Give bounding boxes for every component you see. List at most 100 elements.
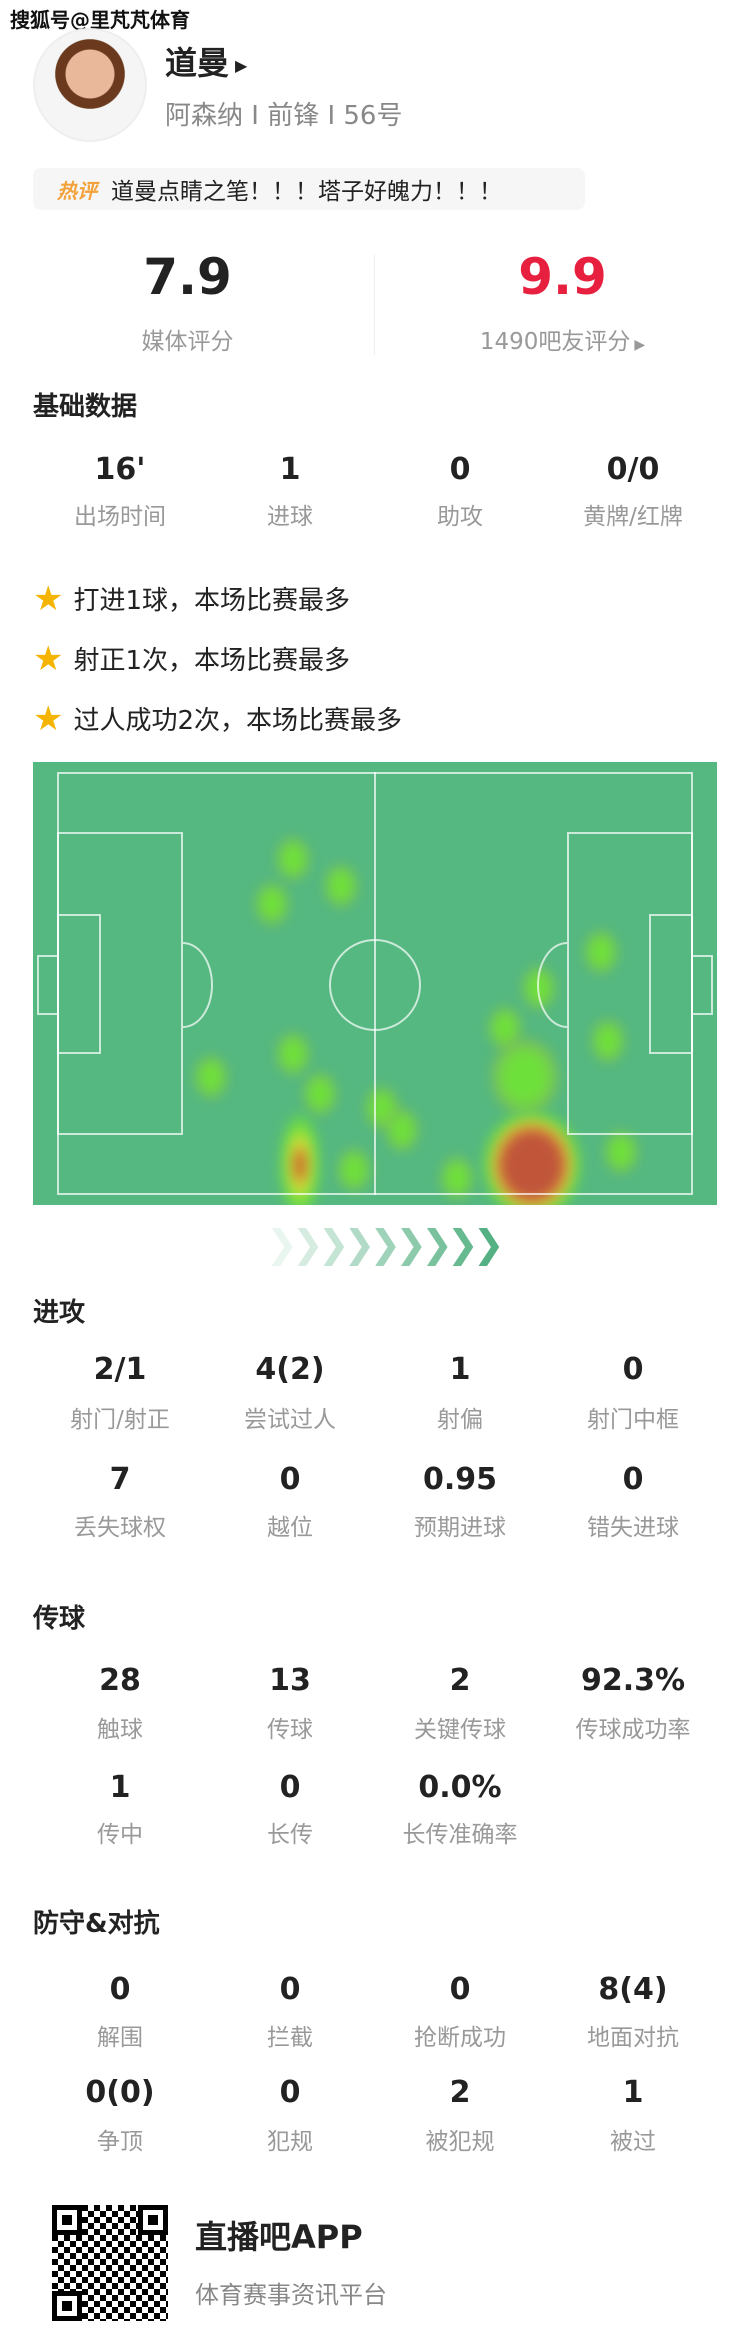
stat-value: 2 bbox=[449, 2075, 471, 2110]
section-title-basic: 基础数据 bbox=[33, 392, 138, 422]
stat-value: 8(4) bbox=[598, 1972, 668, 2007]
fan-rating-link[interactable]: 1490吧友评分 ▶ bbox=[375, 322, 750, 356]
stat-label: 射偏 bbox=[437, 1407, 483, 1433]
heatmap-blob bbox=[490, 1036, 561, 1117]
media-score: 7.9 bbox=[143, 248, 232, 306]
stat-label: 传球成功率 bbox=[575, 1717, 691, 1743]
heatmap-blob bbox=[590, 1019, 625, 1064]
stat-label: 关键传球 bbox=[414, 1717, 506, 1743]
stat-value: 0/0 bbox=[606, 452, 660, 487]
fan-score-label: 1490吧友评分 bbox=[479, 329, 631, 355]
section-title-passing: 传球 bbox=[33, 1604, 86, 1634]
stat-value: 0(0) bbox=[85, 2075, 155, 2110]
qr-code bbox=[52, 2205, 168, 2321]
chevron-right-icon: ❯ bbox=[317, 1222, 350, 1266]
left-goal bbox=[37, 955, 59, 1015]
stat-label: 预期进球 bbox=[414, 1515, 506, 1541]
stat-value: 1 bbox=[109, 1770, 131, 1805]
highlight-item: ★ 打进1球，本场比赛最多 bbox=[33, 578, 351, 619]
stat-value: 13 bbox=[269, 1663, 311, 1698]
heatmap-blob bbox=[583, 930, 618, 975]
stat-label: 触球 bbox=[97, 1717, 143, 1743]
star-icon: ★ bbox=[33, 578, 64, 619]
stat-value: 0 bbox=[449, 452, 471, 487]
heatmap-blob bbox=[193, 1054, 228, 1099]
heatmap-blob bbox=[255, 881, 290, 926]
heatmap-blob bbox=[482, 1110, 583, 1205]
stat-label: 地面对抗 bbox=[587, 2025, 679, 2051]
player-avatar[interactable] bbox=[33, 28, 147, 142]
media-score-label: 媒体评分 bbox=[141, 329, 234, 355]
stat-label: 被犯规 bbox=[425, 2129, 495, 2155]
stat-value: 1 bbox=[449, 1352, 471, 1387]
stat-value: 7 bbox=[109, 1462, 131, 1497]
hot-comment-tag: 热评 bbox=[57, 178, 97, 203]
stat-label: 越位 bbox=[267, 1515, 313, 1541]
right-goal-box bbox=[649, 914, 693, 1054]
chevron-right-icon: ❯ bbox=[421, 1222, 453, 1266]
section-title-defense: 防守&对抗 bbox=[33, 1909, 160, 1939]
right-goal bbox=[691, 955, 713, 1015]
attack-direction-arrows: ❯ ❯ ❯ ❯ ❯ ❯ ❯ ❯ ❯ bbox=[266, 1222, 505, 1266]
heatmap-blob bbox=[385, 1107, 420, 1152]
stat-label: 传中 bbox=[97, 1822, 143, 1848]
stat-value: 4(2) bbox=[255, 1352, 325, 1387]
chevron-right-icon: ❯ bbox=[266, 1222, 298, 1266]
heatmap-blob bbox=[277, 1110, 322, 1205]
divider bbox=[374, 255, 375, 355]
heatmap-blob bbox=[323, 864, 358, 909]
stat-value: 0.95 bbox=[422, 1462, 498, 1497]
chevron-right-icon: ❯ bbox=[472, 1222, 505, 1266]
fan-score: 9.9 bbox=[518, 248, 607, 306]
stat-label: 被过 bbox=[610, 2129, 656, 2155]
stat-label: 错失进球 bbox=[587, 1515, 679, 1541]
stat-label: 进球 bbox=[267, 504, 313, 530]
player-name-link[interactable]: 道曼 ▶ bbox=[165, 38, 247, 84]
player-subtitle: 阿森纳 I 前锋 I 56号 bbox=[165, 101, 403, 131]
chevron-right-icon: ❯ bbox=[446, 1222, 479, 1266]
stat-value: 0.0% bbox=[418, 1770, 502, 1805]
triangle-right-icon: ▶ bbox=[634, 337, 646, 353]
stat-label: 黄牌/红牌 bbox=[583, 504, 683, 530]
stat-label: 出场时间 bbox=[74, 504, 166, 530]
hot-comment[interactable]: 热评 道曼点睛之笔！！！塔子好魄力！！！ bbox=[33, 168, 585, 210]
stat-value: 0 bbox=[279, 1462, 301, 1497]
stat-label: 争顶 bbox=[97, 2129, 143, 2155]
stat-value: 0 bbox=[622, 1462, 644, 1497]
chevron-right-icon: ❯ bbox=[343, 1222, 376, 1266]
stat-value: 0 bbox=[279, 2075, 301, 2110]
hot-comment-text: 道曼点睛之笔！！！塔子好魄力！！！ bbox=[111, 179, 502, 205]
star-icon: ★ bbox=[33, 698, 64, 739]
center-circle bbox=[329, 939, 421, 1031]
stat-label: 解围 bbox=[97, 2025, 143, 2051]
stat-label: 长传 bbox=[267, 1822, 313, 1848]
stat-label: 传球 bbox=[267, 1717, 313, 1743]
heatmap-blob bbox=[604, 1129, 639, 1174]
stat-label: 犯规 bbox=[267, 2129, 313, 2155]
heatmap-blob bbox=[275, 837, 310, 882]
stat-value: 1 bbox=[279, 452, 301, 487]
stat-value: 0 bbox=[279, 1972, 301, 2007]
heatmap-blob bbox=[337, 1147, 372, 1192]
chevron-right-icon: ❯ bbox=[369, 1222, 402, 1266]
highlight-item: ★ 射正1次，本场比赛最多 bbox=[33, 638, 351, 679]
stat-value: 0 bbox=[279, 1770, 301, 1805]
section-title-attack: 进攻 bbox=[33, 1298, 86, 1328]
star-icon: ★ bbox=[33, 638, 64, 679]
stat-value: 2/1 bbox=[93, 1352, 147, 1387]
player-name: 道曼 bbox=[165, 44, 230, 82]
stat-label: 助攻 bbox=[437, 504, 483, 530]
chevron-right-icon: ❯ bbox=[291, 1222, 324, 1266]
app-name: 直播吧APP bbox=[195, 2218, 363, 2256]
stat-label: 射门中框 bbox=[587, 1407, 679, 1433]
stat-value: 0 bbox=[622, 1352, 644, 1387]
stat-label: 射门/射正 bbox=[70, 1407, 170, 1433]
highlight-item: ★ 过人成功2次，本场比赛最多 bbox=[33, 698, 403, 739]
heatmap-blob bbox=[303, 1072, 338, 1117]
stat-value: 0 bbox=[449, 1972, 471, 2007]
stat-value: 16' bbox=[94, 452, 146, 487]
stat-label: 长传准确率 bbox=[402, 1822, 518, 1848]
stat-label: 拦截 bbox=[267, 2025, 313, 2051]
stat-label: 抢断成功 bbox=[414, 2025, 506, 2051]
app-slogan: 体育赛事资讯平台 bbox=[195, 2281, 387, 2309]
